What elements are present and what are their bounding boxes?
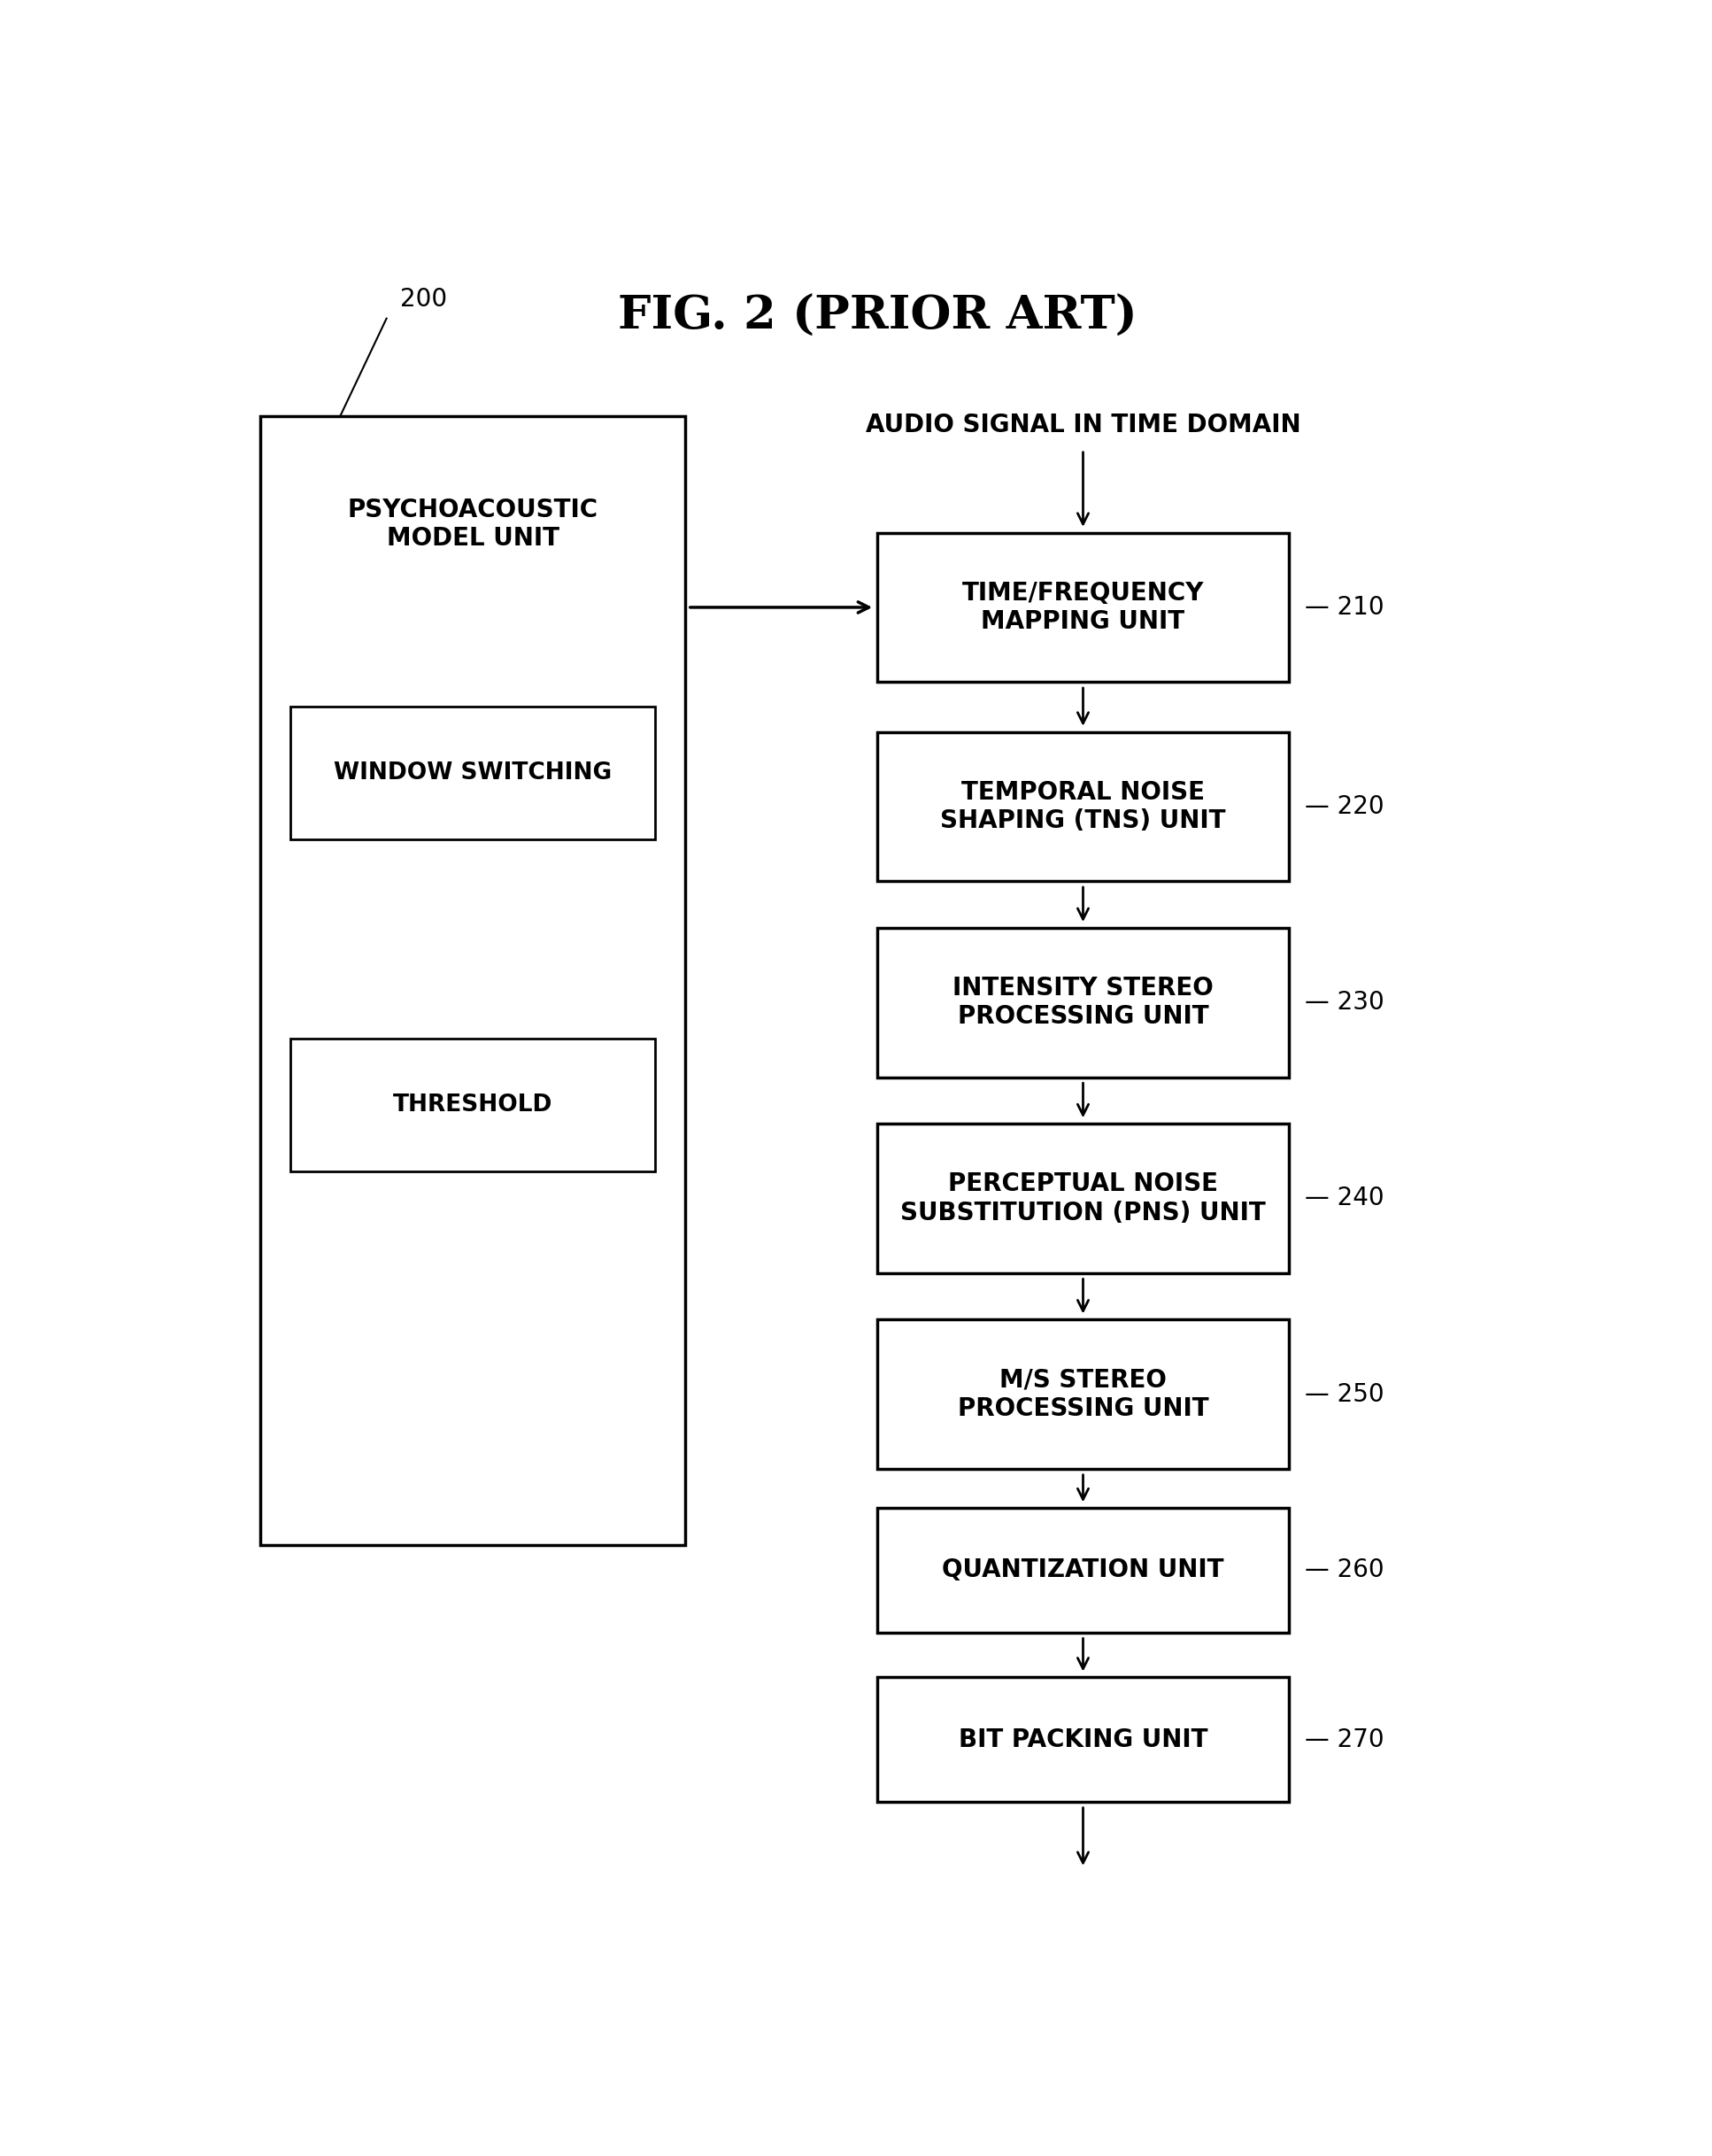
Text: QUANTIZATION UNIT: QUANTIZATION UNIT xyxy=(942,1559,1224,1583)
Text: PSYCHOACOUSTIC
MODEL UNIT: PSYCHOACOUSTIC MODEL UNIT xyxy=(348,498,597,552)
Bar xyxy=(878,1123,1289,1272)
Text: — 270: — 270 xyxy=(1305,1727,1383,1753)
Bar xyxy=(260,416,685,1546)
Text: — 210: — 210 xyxy=(1305,595,1383,619)
Text: — 220: — 220 xyxy=(1305,793,1383,819)
Bar xyxy=(878,927,1289,1078)
Text: 200: 200 xyxy=(401,287,447,313)
Text: AUDIO SIGNAL IN TIME DOMAIN: AUDIO SIGNAL IN TIME DOMAIN xyxy=(866,412,1301,438)
Text: — 260: — 260 xyxy=(1305,1559,1383,1583)
Text: — 230: — 230 xyxy=(1305,990,1383,1015)
Bar xyxy=(291,707,656,841)
Bar xyxy=(878,1677,1289,1802)
Text: TIME/FREQUENCY
MAPPING UNIT: TIME/FREQUENCY MAPPING UNIT xyxy=(962,580,1204,634)
Bar xyxy=(878,1507,1289,1632)
Text: TEMPORAL NOISE
SHAPING (TNS) UNIT: TEMPORAL NOISE SHAPING (TNS) UNIT xyxy=(940,780,1226,834)
Bar xyxy=(291,1039,656,1173)
Text: BIT PACKING UNIT: BIT PACKING UNIT xyxy=(959,1727,1207,1753)
Text: M/S STEREO
PROCESSING UNIT: M/S STEREO PROCESSING UNIT xyxy=(957,1367,1209,1421)
Bar xyxy=(878,1319,1289,1468)
Text: FIG. 2 (PRIOR ART): FIG. 2 (PRIOR ART) xyxy=(618,293,1137,338)
Text: — 250: — 250 xyxy=(1305,1382,1383,1406)
Text: THRESHOLD: THRESHOLD xyxy=(392,1093,553,1117)
Text: WINDOW SWITCHING: WINDOW SWITCHING xyxy=(334,761,611,785)
Bar xyxy=(878,533,1289,681)
Text: INTENSITY STEREO
PROCESSING UNIT: INTENSITY STEREO PROCESSING UNIT xyxy=(952,977,1214,1028)
Text: — 240: — 240 xyxy=(1305,1186,1383,1212)
Bar xyxy=(878,731,1289,882)
Text: PERCEPTUAL NOISE
SUBSTITUTION (PNS) UNIT: PERCEPTUAL NOISE SUBSTITUTION (PNS) UNIT xyxy=(901,1171,1265,1225)
